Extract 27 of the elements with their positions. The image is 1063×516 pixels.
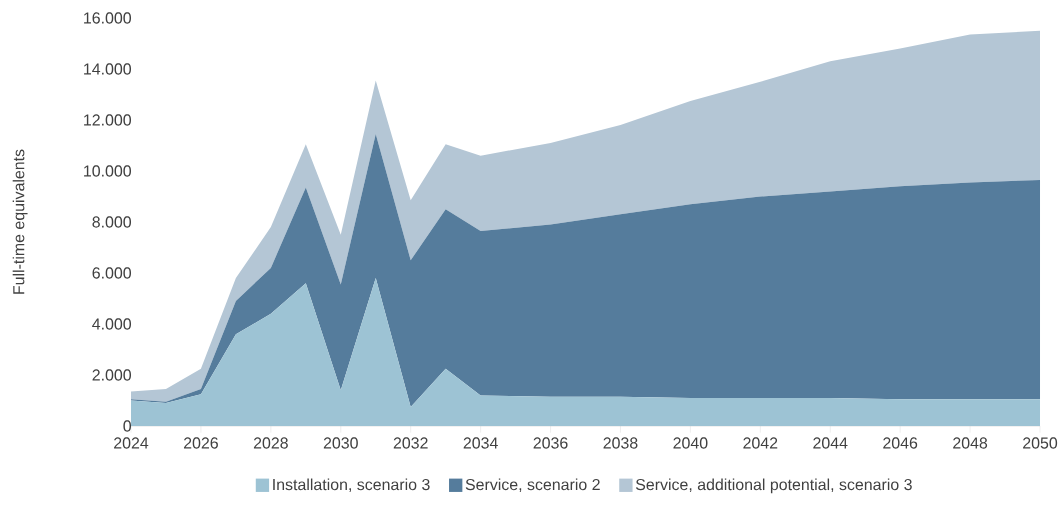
y-tick-label: 12.000 [84,114,132,126]
x-tick-label: 2048 [953,437,988,449]
legend-label: Service, scenario 2 [465,478,600,493]
x-tick-label: 2040 [673,437,708,449]
x-tick-label: 2044 [813,437,848,449]
y-tick-label: 2.000 [92,369,132,381]
x-tick-label: 2030 [323,437,358,449]
legend-label: Service, additional potential, scenario 3 [635,478,912,494]
y-tick-label: 16.000 [84,12,132,24]
x-tick-label: 2026 [183,437,218,449]
x-tick-label: 2028 [253,437,288,449]
y-tick-label: 8.000 [92,216,132,228]
y-tick-label: 0 [123,420,132,432]
x-tick-label: 2034 [463,437,498,449]
x-tick-label: 2024 [114,437,149,449]
y-tick-label: 14.000 [84,63,132,75]
y-tick-label: 4.000 [92,318,132,330]
legend-label: Installation, scenario 3 [273,478,430,493]
y-axis-title: Full-time equivalents [12,149,28,294]
x-tick-label: 2038 [603,437,638,449]
x-tick-label: 2046 [883,437,918,449]
x-tick-label: 2042 [743,437,778,449]
x-tick-label: 2050 [1023,437,1058,449]
x-tick-label: 2036 [533,437,568,449]
y-tick-label: 10.000 [84,165,132,177]
y-tick-label: 6.000 [92,267,132,279]
x-tick-label: 2032 [393,437,428,449]
